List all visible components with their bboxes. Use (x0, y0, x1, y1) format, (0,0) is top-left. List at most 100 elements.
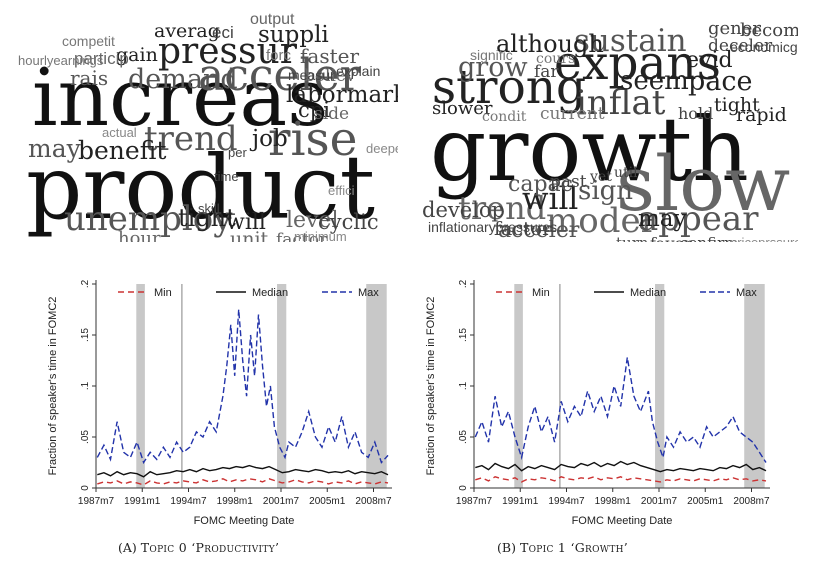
x-tick-label: 1991m1 (124, 496, 161, 507)
x-tick-label: 1987m7 (456, 496, 493, 507)
series-line-median (475, 460, 767, 473)
cloud-word-believ: believ (304, 66, 356, 86)
cloud-word-slow: slow (616, 139, 791, 228)
cloud-word-hourlyearnings: hourlyearnings (18, 53, 104, 68)
legend-label-max: Max (736, 287, 757, 299)
x-tick-label: 1994m7 (548, 496, 585, 507)
cloud-word-side: side (314, 104, 350, 124)
cloud-word-particip: particip (74, 49, 129, 68)
cloud-word-actual: actual (102, 125, 137, 140)
cloud-word-expans: expans (554, 36, 721, 91)
recession-band-2 (744, 284, 765, 488)
x-tick-label: 1998m1 (217, 496, 254, 507)
cloud-word-increas: increas (32, 51, 329, 144)
series-line-min (475, 476, 767, 483)
x-tick-label: 1998m1 (595, 496, 632, 507)
y-axis-title: Fraction of speaker's time in FOMC2 (47, 297, 59, 476)
cloud-word-util: util (614, 165, 638, 181)
cloud-word-gain: gain (116, 44, 158, 66)
cloud-word-labormarket: labormarket (286, 82, 398, 108)
cloud-word-slower: slower (432, 98, 493, 119)
cloud-word-rise: rise (268, 112, 358, 167)
cloud-word-will: will (522, 181, 579, 217)
x-tick-label: 1991m1 (502, 496, 539, 507)
cloud-word-cpi: cpi (298, 98, 330, 122)
legend-label-median: Median (630, 287, 666, 299)
cloud-word-inflat: inflat (576, 83, 666, 123)
chart-growth: 0 .05 .1 .15 .2 1987m7 1991m1 1994m7 1998m1 2001m… (425, 279, 770, 527)
wordcloud-growth: growth slow strong expans inflat moder appear t… (418, 6, 798, 243)
x-tick-label: 1987m7 (78, 496, 115, 507)
cloud-word-growth: growth (430, 98, 749, 201)
recession-band-0 (136, 284, 145, 488)
cloud-word-current: current (540, 104, 605, 124)
x-tick-label: 2008m7 (355, 496, 392, 507)
y-tick-label: .15 (80, 328, 91, 342)
cloud-word-forc: forc (266, 47, 292, 64)
cloud-word-sustain: sustain (574, 23, 687, 59)
cloud-word-acceler: acceler (498, 218, 580, 242)
cloud-word-skill: skill (198, 201, 220, 216)
cloud-word-product: product (26, 136, 376, 239)
cloud-word-faster: faster (300, 44, 360, 68)
cloud-word-moder: moder (546, 201, 657, 241)
cloud-word-competit: competit (62, 33, 115, 49)
y-tick-label: 0 (80, 485, 91, 491)
cloud-word-condit: condit (482, 109, 527, 125)
y-tick-label: .05 (458, 430, 469, 444)
caption-text: Topic 0 ‘Productivity’ (140, 540, 280, 555)
cloud-word-grow: grow (458, 52, 528, 83)
legend-label-max: Max (358, 287, 379, 299)
cloud-word-develop: develop (422, 198, 505, 222)
cloud-word-appear: appear (638, 199, 759, 239)
x-tick-label: 2005m1 (309, 496, 346, 507)
legend-label-min: Min (154, 287, 172, 299)
y-tick-label: 0 (458, 485, 469, 491)
cloud-word-unit: unit (230, 228, 269, 243)
cloud-word-level: level (286, 208, 339, 233)
cloud-word-benefit: benefit (78, 136, 167, 165)
wordcloud-productivity: product increas rise acceler pressur trend une… (18, 6, 398, 243)
cloud-word-tight: tight (714, 94, 760, 116)
x-axis-title: FOMC Meeting Date (572, 515, 673, 527)
cloud-word-gener: gener (708, 18, 762, 39)
caption-topic-0: (A) Topic 0 ‘Productivity’ (118, 540, 279, 555)
x-tick-label: 2005m1 (687, 496, 724, 507)
cloud-word-time: time (214, 169, 239, 184)
y-tick-label: .2 (458, 279, 469, 288)
y-tick-label: .1 (80, 381, 91, 390)
cloud-word-turn: turn (616, 236, 649, 243)
series-line-median (97, 464, 389, 478)
cloud-word-averag: averag (154, 20, 220, 42)
cloud-word-sign: sign (578, 176, 634, 206)
cloud-word-economicgrowth: economicgrowth (730, 39, 798, 55)
cloud-word-pressur: pressur (158, 31, 297, 72)
cloud-word-capac: capac (508, 172, 573, 197)
cloud-word-job: job (252, 126, 288, 152)
cloud-word-tight: tight (178, 204, 236, 232)
caption-topic-1: (B) Topic 1 ‘Growth’ (497, 540, 628, 555)
cloud-word-trend: trend (458, 189, 547, 227)
y-tick-label: .1 (458, 381, 469, 390)
cloud-word-will: will (226, 210, 266, 235)
cloud-word-becom: becom (740, 20, 798, 41)
caption-label: (A) (118, 540, 137, 555)
legend-label-median: Median (252, 287, 288, 299)
caption-text: Topic 1 ‘Growth’ (519, 540, 629, 555)
y-tick-label: .05 (80, 430, 91, 444)
series-line-max (96, 309, 389, 465)
cloud-word-eci: eci (212, 23, 234, 42)
cloud-word-favor: favor (650, 236, 692, 243)
cloud-word-past: past (550, 172, 587, 192)
series-line-max (474, 357, 767, 463)
cloud-word-may: may (28, 134, 81, 163)
cloud-word-seem: seem (620, 66, 689, 96)
x-axis-title: FOMC Meeting Date (194, 515, 295, 527)
cloud-word-acceler: acceler (198, 50, 361, 101)
cloud-word-strong: strong (432, 60, 587, 115)
cloud-word-factor: factor (276, 230, 328, 243)
cloud-word-factor: factor (494, 218, 552, 240)
cloud-word-measur: measur (288, 67, 335, 83)
y-tick-label: .2 (80, 279, 91, 288)
x-tick-label: 2008m7 (733, 496, 770, 507)
